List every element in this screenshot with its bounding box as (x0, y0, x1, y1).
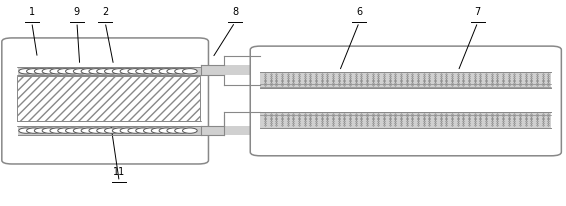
Circle shape (19, 69, 33, 74)
FancyBboxPatch shape (250, 46, 561, 156)
Circle shape (112, 128, 127, 133)
Circle shape (136, 69, 151, 74)
Circle shape (182, 69, 197, 74)
Text: 8: 8 (232, 7, 238, 17)
Bar (201, 126, 260, 135)
Circle shape (144, 128, 158, 133)
Circle shape (66, 128, 80, 133)
Circle shape (19, 128, 33, 133)
Text: 9: 9 (74, 7, 80, 17)
Circle shape (128, 128, 143, 133)
Circle shape (151, 128, 166, 133)
Bar (260, 112, 551, 128)
Circle shape (128, 69, 143, 74)
Text: 1: 1 (29, 7, 35, 17)
Circle shape (50, 69, 65, 74)
Circle shape (159, 69, 174, 74)
Circle shape (97, 128, 112, 133)
Circle shape (58, 69, 72, 74)
Circle shape (42, 128, 57, 133)
Circle shape (112, 69, 127, 74)
Circle shape (58, 128, 72, 133)
Bar (201, 65, 260, 75)
FancyBboxPatch shape (2, 38, 208, 164)
Circle shape (105, 128, 119, 133)
Circle shape (74, 69, 88, 74)
Circle shape (97, 69, 112, 74)
Bar (18, 67, 201, 75)
Circle shape (182, 128, 197, 133)
Circle shape (89, 69, 104, 74)
Circle shape (175, 128, 190, 133)
Bar (18, 126, 201, 135)
Circle shape (42, 69, 57, 74)
Circle shape (167, 128, 182, 133)
Circle shape (35, 69, 49, 74)
Circle shape (81, 128, 96, 133)
Circle shape (105, 69, 119, 74)
Circle shape (144, 69, 158, 74)
Text: 2: 2 (102, 7, 108, 17)
Circle shape (136, 128, 151, 133)
Circle shape (159, 128, 174, 133)
Circle shape (81, 69, 96, 74)
Circle shape (74, 128, 88, 133)
Circle shape (89, 128, 104, 133)
Circle shape (35, 128, 49, 133)
Circle shape (27, 69, 41, 74)
Circle shape (50, 128, 65, 133)
Circle shape (66, 69, 80, 74)
Circle shape (27, 128, 41, 133)
Circle shape (175, 69, 190, 74)
Circle shape (120, 69, 135, 74)
Circle shape (151, 69, 166, 74)
Circle shape (120, 128, 135, 133)
Circle shape (167, 69, 182, 74)
Text: 6: 6 (356, 7, 362, 17)
Bar (260, 72, 551, 88)
Bar (16, 76, 200, 121)
Text: 7: 7 (475, 7, 481, 17)
Text: 11: 11 (113, 167, 126, 177)
